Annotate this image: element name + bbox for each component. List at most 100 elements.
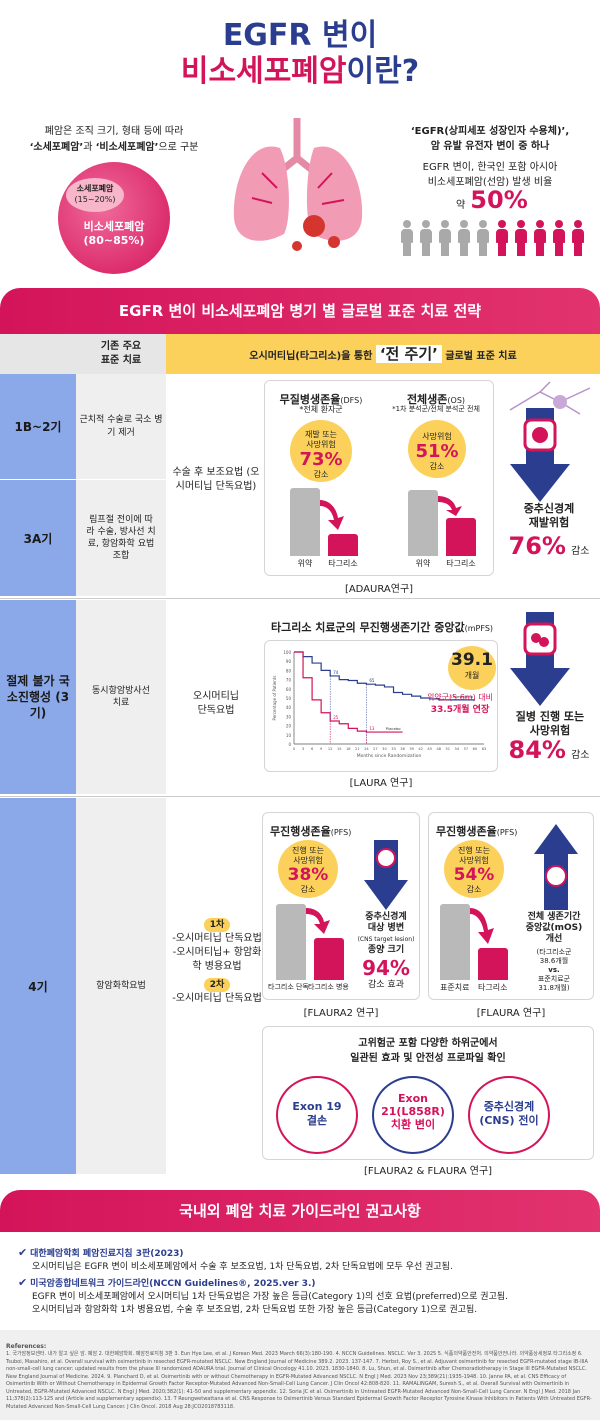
std-row3: 항암화학요법	[76, 798, 166, 1174]
g2-text2: 오시머티닙과 항암화학 1차 병용요법, 수술 후 보조요법, 2차 단독요법 …	[32, 1305, 478, 1315]
col-header-std: 기존 주요 표준 치료	[76, 334, 166, 374]
flaura-os-d2: 38.6개월	[539, 957, 569, 965]
exon21-l1: Exon	[398, 1092, 428, 1105]
os-down: 감소	[429, 462, 445, 471]
dfs-down-arrow-icon	[320, 500, 344, 530]
km-y-tick: 60	[286, 687, 292, 692]
egfr-def-line1: ‘EGFR(상피세포 성장인자 수용체)’,	[410, 126, 570, 137]
km-x-tick: 57	[464, 747, 469, 751]
cns-sub-l2: (CNS) 전이	[479, 1114, 539, 1127]
title-line2: 비소세포폐암이란?	[0, 54, 600, 90]
guideline-1: ✔ 대한폐암학회 폐암진료지침 3판(2023) 오시머티닙은 EGFR 변이 …	[18, 1246, 588, 1274]
title-suffix: 이란?	[346, 54, 420, 89]
km-x-tick: 0	[293, 747, 296, 751]
subgroup-title: 고위험군 포함 다양한 하위군에서 일관된 효과 및 안전성 프로파일 확인	[262, 1036, 594, 1066]
flaura-os-text: 전체 생존기간 중앙값(mOS) 개선 (타그리소군 38.6개월 vs. 표준치료군 31.…	[512, 912, 596, 993]
mpfs-blob: 39.1 개월	[448, 646, 496, 690]
col-osi-b: ‘전 주기’	[375, 345, 442, 363]
km-y-tick: 40	[286, 705, 292, 710]
intro-and: 과	[83, 142, 96, 153]
person-icon	[514, 220, 528, 256]
sclc-bubble: 소세포폐암 (15~20%)	[66, 178, 124, 212]
risk-down: 감소	[571, 750, 590, 761]
egfr-rate-line1: EGFR 변이, 한국인 포함 아시아	[422, 162, 558, 173]
flaura2-cns-l4: 종양 크기	[367, 945, 405, 955]
flaura2-label-l: 타그리소 단독	[268, 983, 309, 991]
flaura2-title-text: 무진행생존율	[270, 825, 331, 838]
cns-pct: 76%	[508, 532, 566, 560]
intro-right-text: ‘EGFR(상피세포 성장인자 수용체)’, 암 유발 유전자 변이 중 하나 …	[386, 124, 594, 190]
km-series-osimertinib	[294, 651, 475, 701]
g2-title: 미국암종합네트워크 가이드라인(NCCN Guidelines®, 2025.v…	[30, 1279, 316, 1289]
km-annotation: 74	[333, 670, 339, 675]
cns-down-arrow-icon	[510, 408, 570, 502]
km-x-label: Months since Randomization	[357, 753, 422, 759]
approx-label: 약	[456, 200, 466, 211]
flaura2-cns-pct: 94%	[362, 956, 410, 980]
adaura-study: [ADAURA연구]	[344, 584, 414, 595]
egfr-rate: 약 50%	[456, 186, 528, 214]
lung-cancer-circle	[58, 162, 170, 274]
km-x-tick: 27	[373, 747, 378, 751]
mpfs-vs2: 33.5개월 연장	[430, 705, 490, 715]
flaura-os-d5: 31.8개월)	[538, 984, 570, 992]
dfs-label-l: 위약	[297, 559, 313, 568]
section2-title: 국내외 폐암 치료 가이드라인 권고사항	[179, 1202, 421, 1220]
flaura-arrow-icon	[470, 908, 494, 944]
km-x-tick: 12	[328, 747, 333, 751]
intro-left-line2: ‘소세포폐암’과 ‘비소세포폐암’으로 구분	[14, 140, 214, 156]
egfr-def-line2: 암 유발 유전자 변이 중 하나	[430, 141, 550, 152]
flaura-unit: (PFS)	[496, 828, 518, 837]
std-row2: 동시항암방사선 치료	[76, 600, 166, 794]
flaura-os-detail: (타그리소군 38.6개월 vs. 표준치료군 31.8개월)	[512, 948, 596, 993]
cns-pct-wrap: 76% 감소	[500, 532, 598, 560]
neuron-icon	[509, 381, 591, 415]
flaura2-title: 무진행생존율(PFS)	[270, 820, 351, 839]
km-x-tick: 33	[391, 747, 396, 751]
lungs-icon	[233, 118, 363, 251]
flaura-os-d4: 표준치료군	[537, 975, 571, 983]
mpfs-value: 39.1	[451, 650, 493, 670]
egfr-rate-pct: 50%	[470, 186, 528, 214]
risk-text: 질병 진행 또는 사망위험	[502, 710, 598, 738]
person-icon	[495, 220, 509, 256]
title-highlight: 비소세포폐암	[180, 54, 347, 89]
dfs-title-text: 무질병생존율	[279, 393, 341, 406]
km-x-tick: 3	[302, 747, 304, 751]
person-icon	[476, 220, 490, 256]
risk-line1: 질병 진행 또는	[515, 710, 585, 723]
os-bar-osi	[446, 518, 476, 556]
km-x-tick: 63	[482, 747, 487, 751]
page-title: EGFR 변이 비소세포폐암이란?	[0, 18, 600, 90]
person-icon	[419, 220, 433, 256]
km-annotation: 13	[369, 726, 375, 731]
exon21-l2: 21(L858R)	[381, 1105, 445, 1118]
stage-3-unresectable: 절제 불가 국소진행성 (3기)	[0, 600, 76, 794]
os-label-l: 위약	[415, 559, 431, 568]
laura-title-text: 타그리소 치료군의 무진행생존기간 중앙값	[270, 621, 465, 634]
intro-left-text: 폐암은 조직 크기, 형태 등에 따라 ‘소세포폐암’과 ‘비소세포폐암’으로 …	[14, 124, 214, 156]
km-y-tick: 20	[286, 724, 292, 729]
mpfs-vs1: 위약군(5.6m) 대비	[426, 693, 494, 702]
progression-down-arrow-icon	[510, 612, 570, 706]
km-x-tick: 21	[355, 747, 360, 751]
dfs-unit: (DFS)	[340, 396, 363, 405]
subgroup-cns: 중추신경계 (CNS) 전이	[468, 1076, 550, 1154]
flaura-label-r: 타그리소	[478, 983, 508, 992]
laura-study: [LAURA 연구]	[349, 778, 413, 789]
km-y-tick: 0	[288, 742, 291, 747]
km-legend-osimertinib: Osimertinib	[451, 694, 474, 699]
laura-title: 타그리소 치료군의 무진행생존기간 중앙값(mPFS)	[264, 616, 500, 635]
dfs-blob-l2: 사망위험	[306, 440, 336, 449]
flaura-down: 감소	[466, 885, 482, 894]
col-header-osi: 오시머티닙(타그리소)을 통한 ‘전 주기’ 글로벌 표준 치료	[166, 334, 600, 374]
first-line-t2: -오시머티닙+ 항암화학 병용요법	[172, 947, 262, 972]
flaura2-cns-l5: 감소 효과	[368, 980, 404, 990]
km-x-tick: 54	[455, 747, 460, 751]
exon19-l2: 결손	[306, 1114, 328, 1127]
os-bar-placebo	[408, 490, 438, 556]
km-x-tick: 39	[409, 747, 414, 751]
flaura-label-l: 표준치료	[440, 983, 470, 992]
people-icons	[400, 220, 590, 260]
